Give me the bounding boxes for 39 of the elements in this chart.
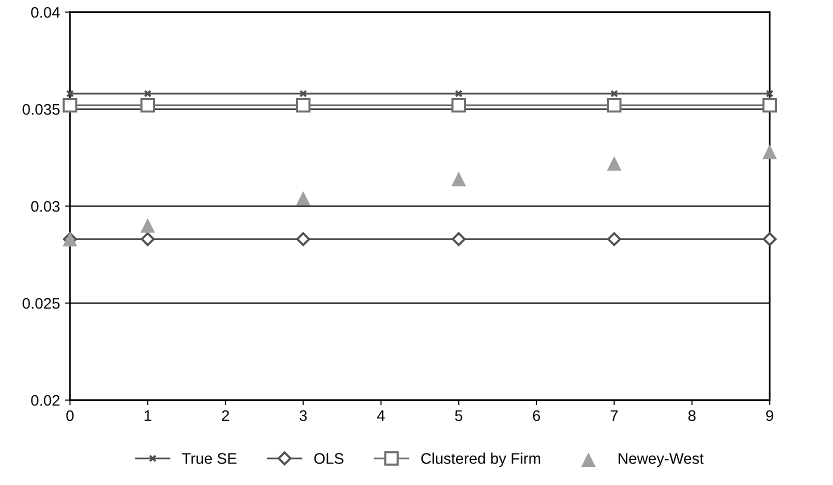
point xyxy=(606,98,622,113)
legend-label: Newey-West xyxy=(618,453,704,467)
point xyxy=(144,90,152,98)
x-tick-label: 2 xyxy=(222,410,229,421)
x-tick-label: 0 xyxy=(66,410,74,422)
y-tick-label: 0.03 xyxy=(31,200,60,212)
point xyxy=(62,98,78,113)
x-tick-label: 8 xyxy=(688,410,696,422)
point xyxy=(140,98,156,113)
y-tick-label: 0.025 xyxy=(22,298,60,309)
legend-label: Clustered by Firm xyxy=(421,452,540,467)
point xyxy=(451,98,466,113)
legend-label: OLS xyxy=(314,453,344,464)
point xyxy=(296,191,310,206)
x-tick-label: 1 xyxy=(144,410,152,421)
point xyxy=(140,218,155,233)
y-tick-label: 0.02 xyxy=(31,394,60,406)
point xyxy=(296,232,310,246)
point xyxy=(296,98,311,113)
point xyxy=(762,232,777,246)
x-tick-label: 5 xyxy=(455,410,462,422)
x-tick-label: 4 xyxy=(377,410,385,421)
x-tick-label: 3 xyxy=(300,410,307,422)
x-tick-label: 6 xyxy=(532,410,540,422)
point xyxy=(762,98,777,113)
point xyxy=(607,232,622,246)
y-tick-label: 0.035 xyxy=(22,104,60,115)
legend-label: True SE xyxy=(182,453,237,464)
point xyxy=(762,144,777,160)
x-tick-label: 7 xyxy=(610,410,618,421)
point xyxy=(452,232,466,246)
point xyxy=(606,156,622,171)
point xyxy=(299,90,308,98)
point xyxy=(610,90,618,98)
point xyxy=(451,172,466,186)
x-tick-label: 9 xyxy=(766,410,774,422)
y-tick-label: 0.04 xyxy=(31,6,60,18)
point xyxy=(140,232,155,246)
point xyxy=(454,90,463,98)
